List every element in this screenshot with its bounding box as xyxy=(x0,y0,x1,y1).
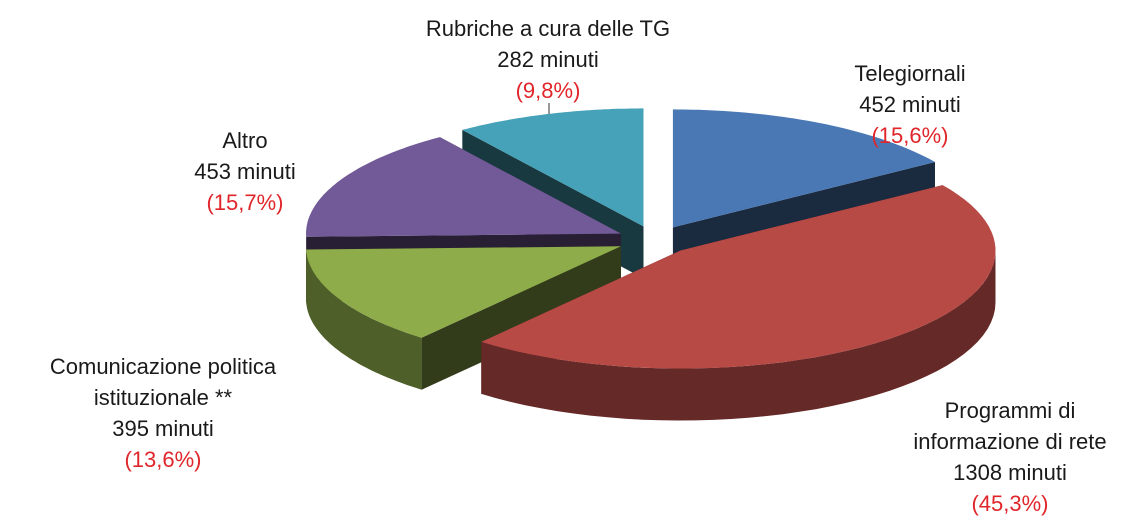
slice-label: Programmi di informazione di rete xyxy=(913,398,1106,454)
slice xyxy=(481,185,996,421)
percentage-label: (13,6%) xyxy=(124,447,201,472)
slice-top xyxy=(462,108,644,227)
slice-top xyxy=(481,185,996,369)
slice-top xyxy=(306,246,621,338)
percentage-label: (15,6%) xyxy=(871,123,948,148)
percentage-label: (15,7%) xyxy=(206,190,283,215)
slice-label: Comunicazione politica istituzionale ** xyxy=(50,354,277,410)
slice-label: Telegiornali xyxy=(854,61,965,86)
slice-top xyxy=(672,109,935,228)
value-label: 452 minuti xyxy=(859,92,961,117)
slice-outer-side xyxy=(306,249,422,390)
value-label: 1308 minuti xyxy=(953,460,1067,485)
value-label: 453 minuti xyxy=(194,159,296,184)
percentage-label: (9,8%) xyxy=(516,78,581,103)
slice-label: Altro xyxy=(222,128,267,153)
percentage-label: (45,3%) xyxy=(971,491,1048,516)
slice xyxy=(306,246,621,390)
value-label: 395 minuti xyxy=(112,416,214,441)
slice-outer-side xyxy=(481,250,996,421)
slice-label: Rubriche a cura delle TG xyxy=(426,16,670,41)
value-label: 282 minuti xyxy=(497,47,599,72)
slice-top xyxy=(306,137,621,237)
